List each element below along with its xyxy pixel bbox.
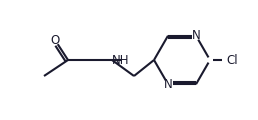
Text: Cl: Cl bbox=[226, 54, 238, 66]
Text: NH: NH bbox=[112, 54, 130, 66]
Text: N: N bbox=[192, 29, 200, 42]
Text: N: N bbox=[164, 78, 172, 91]
Text: O: O bbox=[50, 33, 60, 46]
